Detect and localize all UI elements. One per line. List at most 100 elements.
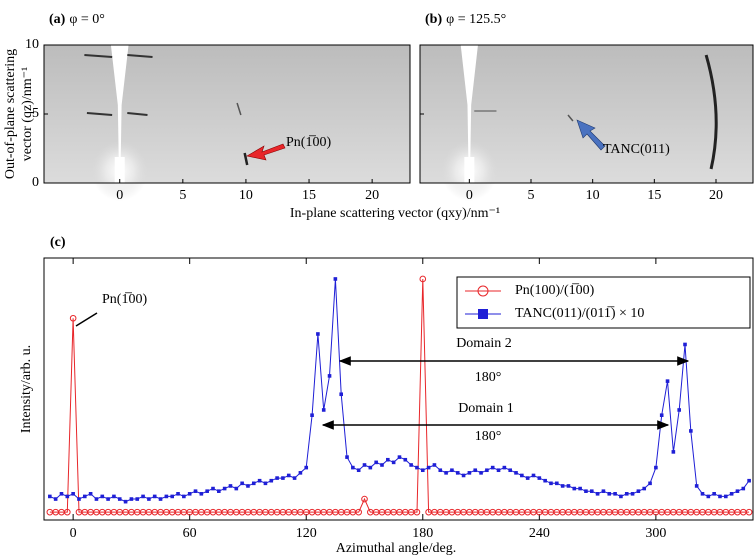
data-point: [193, 489, 198, 493]
diffraction-spot: [243, 152, 249, 166]
legend-marker: [478, 309, 488, 319]
data-point: [496, 468, 501, 473]
data-point: [117, 497, 122, 501]
data-point: [745, 508, 753, 516]
x-tick-label: 10: [586, 188, 600, 203]
x-tick-label: 15: [302, 188, 316, 203]
beam-stop: [460, 45, 478, 158]
data-point: [147, 497, 151, 501]
data-point: [211, 486, 215, 491]
data-point: [48, 494, 52, 499]
data-point: [170, 494, 175, 499]
data-point: [595, 492, 600, 496]
data-point: [65, 494, 70, 499]
data-point: [706, 494, 711, 499]
data-point: [397, 455, 402, 459]
data-point: [724, 494, 728, 499]
x-tick-label: 20: [709, 188, 723, 203]
data-point: [199, 492, 204, 496]
x-axis-label: Azimuthal angle/deg.: [336, 541, 457, 556]
diffraction-spot: [236, 102, 242, 116]
annotation-leader: [75, 312, 98, 327]
beam-center: [114, 157, 125, 183]
annotation: Pn(1̅00): [102, 292, 147, 307]
data-point: [355, 508, 362, 516]
data-point: [59, 492, 64, 496]
data-point: [659, 413, 664, 417]
annotation: Domain 1: [458, 401, 514, 416]
data-point: [578, 486, 582, 491]
y-tick-label: 10: [25, 37, 39, 52]
data-point: [321, 408, 326, 412]
annotation: 180°: [475, 370, 502, 385]
data-point: [624, 492, 629, 496]
diffraction-streak: [127, 112, 148, 116]
data-point: [409, 463, 413, 467]
x-axis-label: In-plane scattering vector (qxy)/nm⁻¹: [290, 206, 500, 221]
data-point: [275, 476, 279, 480]
legend-label: TANC(011)/(011̅) × 10: [515, 306, 644, 321]
data-point: [368, 465, 373, 470]
beam-stop: [110, 45, 129, 158]
data-point: [386, 457, 390, 462]
data-point: [374, 460, 378, 465]
data-point: [380, 463, 384, 467]
data-point: [479, 471, 483, 475]
y-axis-label: vector (qz)/nm⁻¹: [20, 67, 35, 161]
x-tick-label: 20: [365, 188, 379, 203]
data-point: [473, 468, 478, 473]
data-point: [82, 494, 87, 499]
data-point: [53, 497, 58, 501]
data-point: [747, 478, 751, 483]
beam-center: [464, 157, 475, 183]
data-point: [741, 486, 746, 491]
data-point: [281, 476, 285, 480]
data-point: [560, 484, 565, 488]
data-point: [677, 408, 681, 412]
data-point: [420, 468, 425, 473]
data-point: [112, 494, 116, 499]
annotation: 180°: [475, 429, 502, 444]
data-point: [356, 468, 361, 473]
data-point: [438, 468, 443, 473]
data-point: [683, 342, 687, 347]
data-point: [537, 476, 542, 480]
x-tick-label: 0: [116, 188, 123, 203]
data-point: [630, 492, 635, 496]
data-point: [106, 497, 110, 501]
x-tick-label: 5: [179, 188, 186, 203]
data-point: [269, 478, 274, 483]
data-point: [187, 492, 192, 496]
data-point: [419, 275, 427, 283]
annotation: Pn(1̅00): [286, 135, 331, 150]
data-point: [520, 473, 524, 478]
data-point: [432, 463, 437, 467]
data-point: [403, 457, 408, 462]
data-point: [601, 489, 606, 493]
data-point: [654, 465, 658, 470]
diffraction-arc: [704, 54, 718, 170]
data-point: [345, 455, 349, 459]
data-point: [135, 497, 140, 501]
data-point: [234, 486, 239, 491]
data-point: [71, 492, 75, 496]
data-point: [77, 497, 81, 501]
x-tick-label: 0: [466, 188, 473, 203]
data-point: [450, 468, 454, 473]
data-point: [665, 379, 670, 383]
data-point: [310, 413, 314, 417]
data-point: [729, 492, 734, 496]
y-axis-label: Out-of-plane scattering: [3, 49, 18, 179]
data-point: [327, 374, 332, 378]
y-tick-label: 5: [32, 106, 39, 121]
data-point: [257, 478, 262, 483]
data-point: [88, 492, 93, 496]
data-point: [251, 481, 256, 486]
data-point: [351, 465, 355, 470]
data-point: [490, 465, 495, 470]
data-point: [426, 465, 431, 470]
data-point: [613, 492, 617, 496]
data-point: [292, 476, 297, 480]
